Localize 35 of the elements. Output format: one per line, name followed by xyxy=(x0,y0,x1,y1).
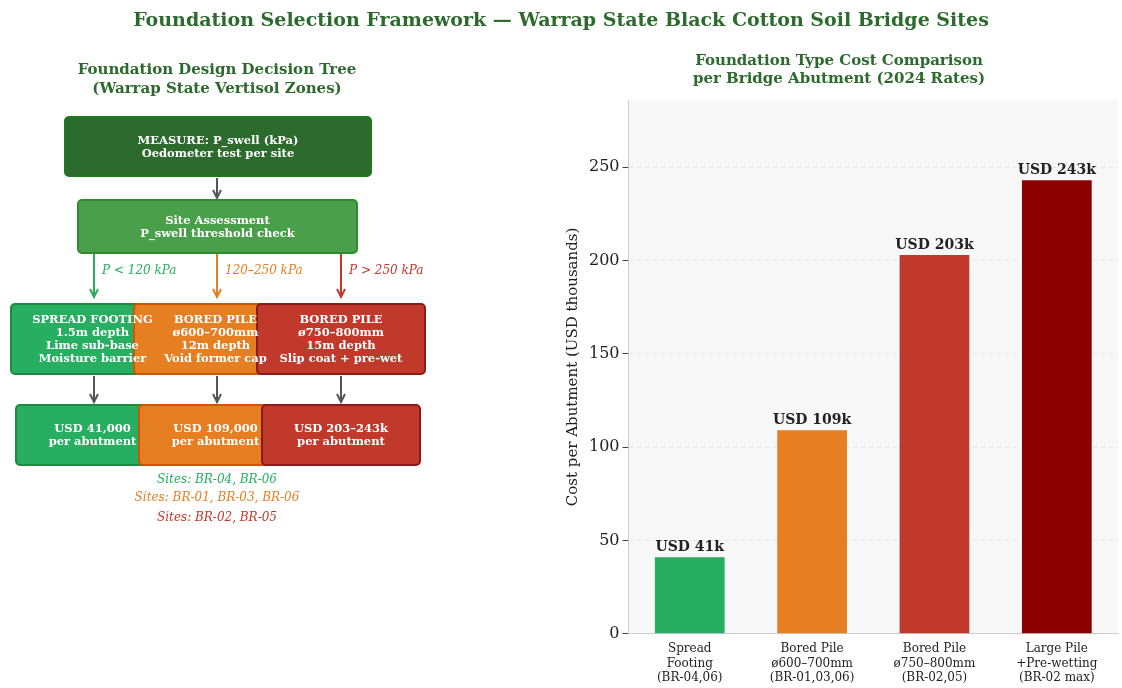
text: P > 250 kPa xyxy=(349,263,424,277)
bar xyxy=(1021,180,1092,634)
bar xyxy=(777,430,847,634)
bar xyxy=(654,557,725,634)
y-tick-label: 200 xyxy=(588,249,620,269)
x-tick-label: Spread Footing (BR-04,06) xyxy=(656,641,723,684)
chart-title: Foundation Type Cost Comparison per Bridge Abutment (2024 Rates) xyxy=(692,50,986,87)
y-tick-label: 150 xyxy=(588,342,620,362)
text: Foundation Design Decision Tree (Warrap State Vertisol Zones) xyxy=(76,60,358,98)
y-tick-label: 100 xyxy=(588,436,620,456)
x-tick-label: Large Pile +Pre-wetting (BR-02 max) xyxy=(1016,641,1098,684)
x-tick-label: Bored Pile ø600–700mm (BR-01,03,06) xyxy=(769,641,855,684)
y-axis-title: Cost per Abutment (USD thousands) xyxy=(562,227,581,507)
text: Site Assessment P_swell threshold check xyxy=(77,199,358,254)
bar xyxy=(899,254,970,634)
data-label: USD 109k xyxy=(772,411,852,427)
text: P < 120 kPa xyxy=(102,263,177,277)
text: USD 109,000 per abutment xyxy=(138,404,293,466)
text: Sites: BR-01, BR-03, BR-06 xyxy=(133,490,301,504)
text: MEASURE: P_swell (kPa) Oedometer test per site xyxy=(64,116,372,177)
text: 120–250 kPa xyxy=(225,263,303,277)
text: Foundation Selection Framework — Warrap State Black Cotton Soil Bridge Sites xyxy=(132,8,990,30)
data-label: USD 41k xyxy=(655,537,725,554)
text: USD 41,000 per abutment xyxy=(15,404,170,466)
text: Sites: BR-04, BR-06 xyxy=(156,472,278,486)
data-label: USD 203k xyxy=(895,235,974,252)
text: BORED PILE ø750–800mm 15m depth Slip coat + pre-wet xyxy=(279,312,403,365)
y-tick-label: 250 xyxy=(588,156,620,176)
text: BORED PILE ø600–700mm 12m depth Void former cap xyxy=(164,312,267,365)
text: USD 203–243k per abutment xyxy=(261,404,421,466)
y-tick-label: 50 xyxy=(599,529,620,549)
text: Sites: BR-02, BR-05 xyxy=(156,510,278,524)
data-label: USD 243k xyxy=(1017,160,1097,177)
y-tick-label: 0 xyxy=(609,622,620,642)
x-tick-label: Bored Pile ø750–800mm (BR-02,05) xyxy=(893,641,976,684)
